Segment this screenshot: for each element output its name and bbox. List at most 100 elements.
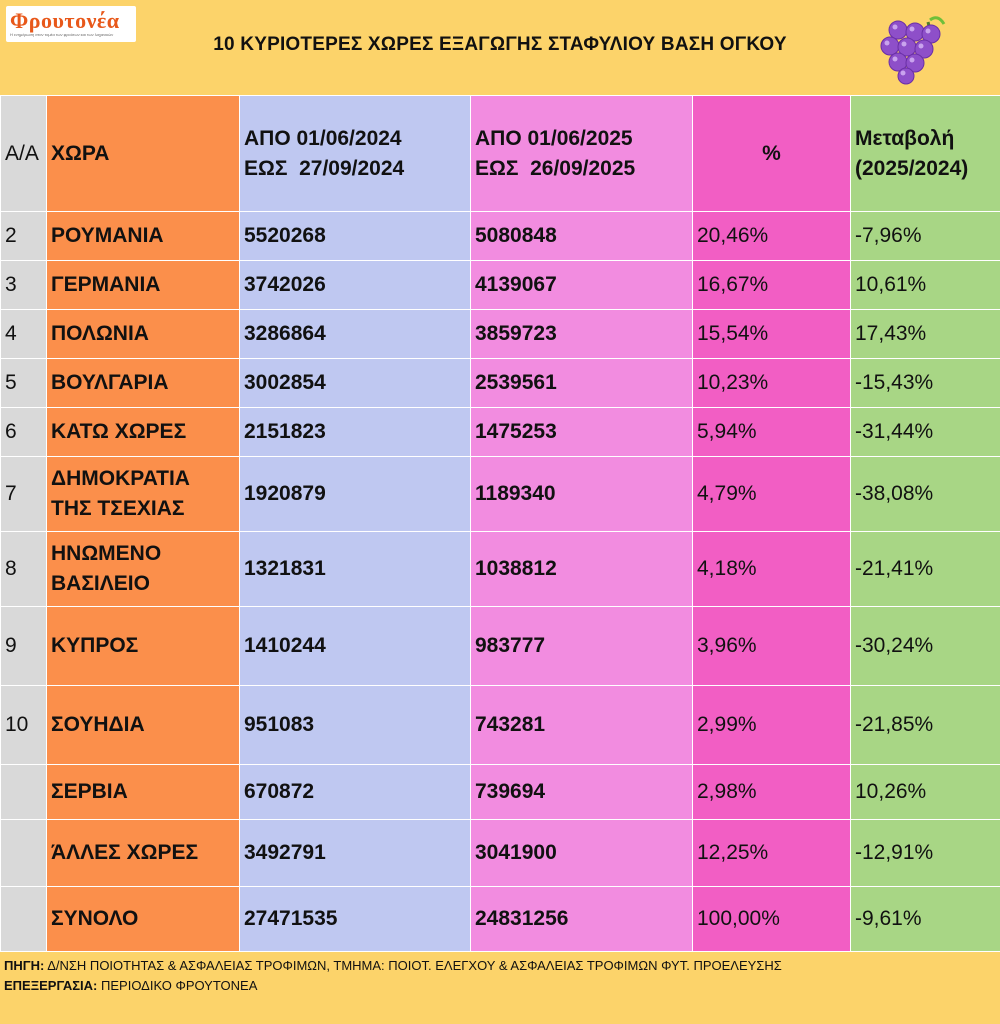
table-row: 6 ΚΑΤΩ ΧΩΡΕΣ 2151823 1475253 5,94% -31,44% xyxy=(0,407,1000,457)
row-aa: 2 xyxy=(0,211,47,261)
row-country: ΆΛΛΕΣ ΧΩΡΕΣ xyxy=(46,819,240,887)
row-aa: 5 xyxy=(0,358,47,408)
header-change-title: Μεταβολή xyxy=(855,126,955,150)
row-aa: 7 xyxy=(0,456,47,532)
row-volume-2025: 1475253 xyxy=(470,407,693,457)
grapes-icon xyxy=(880,16,946,85)
row-volume-2025: 4139067 xyxy=(470,260,693,310)
table-row: 4 ΠΟΛΩΝΙΑ 3286864 3859723 15,54% 17,43% xyxy=(0,309,1000,359)
header-pct: % xyxy=(692,95,851,212)
header-change-years: (2025/2024) xyxy=(855,156,969,180)
row-change: -15,43% xyxy=(850,358,1000,408)
header-aa: Α/Α xyxy=(0,95,47,212)
row-change: -21,41% xyxy=(850,531,1000,607)
table-row: 9 ΚΥΠΡΟΣ 1410244 983777 3,96% -30,24% xyxy=(0,606,1000,686)
page-header: Φρουτονέα Η ενημέρωση στον τομέα των φρο… xyxy=(0,0,1000,95)
row-volume-2024: 3002854 xyxy=(239,358,471,408)
row-share-pct: 15,54% xyxy=(692,309,851,359)
row-share-pct: 2,99% xyxy=(692,685,851,765)
row-volume-2024: 5520268 xyxy=(239,211,471,261)
row-country: ΡΟΥΜΑΝΙΑ xyxy=(46,211,240,261)
row-aa xyxy=(0,886,47,952)
row-volume-2025: 3041900 xyxy=(470,819,693,887)
row-aa: 9 xyxy=(0,606,47,686)
row-change: -12,91% xyxy=(850,819,1000,887)
frutonea-logo[interactable]: Φρουτονέα Η ενημέρωση στον τομέα των φρο… xyxy=(6,6,136,42)
table-row: 5 ΒΟΥΛΓΑΡΙΑ 3002854 2539561 10,23% -15,43% xyxy=(0,358,1000,408)
row-share-pct: 20,46% xyxy=(692,211,851,261)
row-change: -30,24% xyxy=(850,606,1000,686)
row-change: 10,61% xyxy=(850,260,1000,310)
row-volume-2025: 739694 xyxy=(470,764,693,820)
table-row: 3 ΓΕΡΜΑΝΙΑ 3742026 4139067 16,67% 10,61% xyxy=(0,260,1000,310)
header-change: Μεταβολή (2025/2024) xyxy=(850,95,1000,212)
header-period-2025-to: ΕΩΣ 26/09/2025 xyxy=(475,156,636,180)
row-volume-2025: 5080848 xyxy=(470,211,693,261)
row-volume-2024: 27471535 xyxy=(239,886,471,952)
footer: ΠΗΓΗ: Δ/ΝΣΗ ΠΟΙΟΤΗΤΑΣ & ΑΣΦΑΛΕΙΑΣ ΤΡΟΦΙΜ… xyxy=(4,956,994,996)
header-period-2024-from: ΑΠΟ 01/06/2024 xyxy=(244,126,402,150)
row-country: ΚΑΤΩ ΧΩΡΕΣ xyxy=(46,407,240,457)
table-row: ΣΥΝΟΛΟ 27471535 24831256 100,00% -9,61% xyxy=(0,886,1000,952)
row-volume-2024: 951083 xyxy=(239,685,471,765)
row-country: ΣΥΝΟΛΟ xyxy=(46,886,240,952)
row-volume-2025: 1189340 xyxy=(470,456,693,532)
footer-source: ΠΗΓΗ: Δ/ΝΣΗ ΠΟΙΟΤΗΤΑΣ & ΑΣΦΑΛΕΙΑΣ ΤΡΟΦΙΜ… xyxy=(4,956,994,976)
row-country: ΣΕΡΒΙΑ xyxy=(46,764,240,820)
row-aa xyxy=(0,819,47,887)
table-row: 8 ΗΝΩΜΕΝΟ ΒΑΣΙΛΕΙΟ 1321831 1038812 4,18% -21,… xyxy=(0,531,1000,607)
footer-processing: ΕΠΕΞΕΡΓΑΣΙΑ: ΠΕΡΙΟΔΙΚΟ ΦΡΟΥΤΟΝΕΑ xyxy=(4,976,994,996)
row-share-pct: 4,18% xyxy=(692,531,851,607)
row-volume-2025: 1038812 xyxy=(470,531,693,607)
row-share-pct: 100,00% xyxy=(692,886,851,952)
footer-processing-text: ΠΕΡΙΟΔΙΚΟ ΦΡΟΥΤΟΝΕΑ xyxy=(97,978,258,993)
table-row: 10 ΣΟΥΗΔΙΑ 951083 743281 2,99% -21,85% xyxy=(0,685,1000,765)
row-change: 10,26% xyxy=(850,764,1000,820)
row-change: -21,85% xyxy=(850,685,1000,765)
table-row: 7 ΔΗΜΟΚΡΑΤΙΑ ΤΗΣ ΤΣΕΧΙΑΣ 1920879 1189340 4,7… xyxy=(0,456,1000,532)
row-change: -31,44% xyxy=(850,407,1000,457)
row-country: ΔΗΜΟΚΡΑΤΙΑ ΤΗΣ ΤΣΕΧΙΑΣ xyxy=(46,456,240,532)
row-volume-2024: 3492791 xyxy=(239,819,471,887)
row-volume-2025: 743281 xyxy=(470,685,693,765)
footer-source-label: ΠΗΓΗ: xyxy=(4,958,45,973)
row-share-pct: 4,79% xyxy=(692,456,851,532)
row-country: ΠΟΛΩΝΙΑ xyxy=(46,309,240,359)
row-volume-2024: 3742026 xyxy=(239,260,471,310)
header-period-2024: ΑΠΟ 01/06/2024 ΕΩΣ 27/09/2024 xyxy=(239,95,471,212)
row-volume-2024: 670872 xyxy=(239,764,471,820)
table-row: ΆΛΛΕΣ ΧΩΡΕΣ 3492791 3041900 12,25% -12,91% xyxy=(0,819,1000,887)
row-aa: 3 xyxy=(0,260,47,310)
header-country: ΧΩΡΑ xyxy=(46,95,240,212)
header-period-2024-to: ΕΩΣ 27/09/2024 xyxy=(244,156,405,180)
page-title: 10 ΚΥΡΙΟΤΕΡΕΣ ΧΩΡΕΣ ΕΞΑΓΩΓΗΣ ΣΤΑΦΥΛΙΟΥ Β… xyxy=(213,34,787,55)
row-change: -7,96% xyxy=(850,211,1000,261)
row-volume-2025: 3859723 xyxy=(470,309,693,359)
row-share-pct: 12,25% xyxy=(692,819,851,887)
row-aa: 4 xyxy=(0,309,47,359)
row-country: ΓΕΡΜΑΝΙΑ xyxy=(46,260,240,310)
header-period-2025: ΑΠΟ 01/06/2025 ΕΩΣ 26/09/2025 xyxy=(470,95,693,212)
table-row: 2 ΡΟΥΜΑΝΙΑ 5520268 5080848 20,46% -7,96% xyxy=(0,211,1000,261)
row-volume-2024: 1321831 xyxy=(239,531,471,607)
row-share-pct: 2,98% xyxy=(692,764,851,820)
row-volume-2025: 2539561 xyxy=(470,358,693,408)
row-country: ΚΥΠΡΟΣ xyxy=(46,606,240,686)
row-change: -38,08% xyxy=(850,456,1000,532)
row-change: 17,43% xyxy=(850,309,1000,359)
row-aa xyxy=(0,764,47,820)
row-change: -9,61% xyxy=(850,886,1000,952)
footer-source-text: Δ/ΝΣΗ ΠΟΙΟΤΗΤΑΣ & ΑΣΦΑΛΕΙΑΣ ΤΡΟΦΙΜΩΝ, ΤΜ… xyxy=(44,958,782,973)
logo-tagline: Η ενημέρωση στον τομέα των φρούτων και τ… xyxy=(10,32,114,37)
row-share-pct: 16,67% xyxy=(692,260,851,310)
row-volume-2024: 1920879 xyxy=(239,456,471,532)
row-country: ΣΟΥΗΔΙΑ xyxy=(46,685,240,765)
row-aa: 6 xyxy=(0,407,47,457)
row-country: ΗΝΩΜΕΝΟ ΒΑΣΙΛΕΙΟ xyxy=(46,531,240,607)
row-country: ΒΟΥΛΓΑΡΙΑ xyxy=(46,358,240,408)
grape-exports-table: Α/Α ΧΩΡΑ ΑΠΟ 01/06/2024 ΕΩΣ 27/09/2024 Α… xyxy=(0,95,1000,952)
row-share-pct: 10,23% xyxy=(692,358,851,408)
row-aa: 10 xyxy=(0,685,47,765)
row-volume-2024: 3286864 xyxy=(239,309,471,359)
logo-name: Φρουτονέα xyxy=(10,8,120,33)
